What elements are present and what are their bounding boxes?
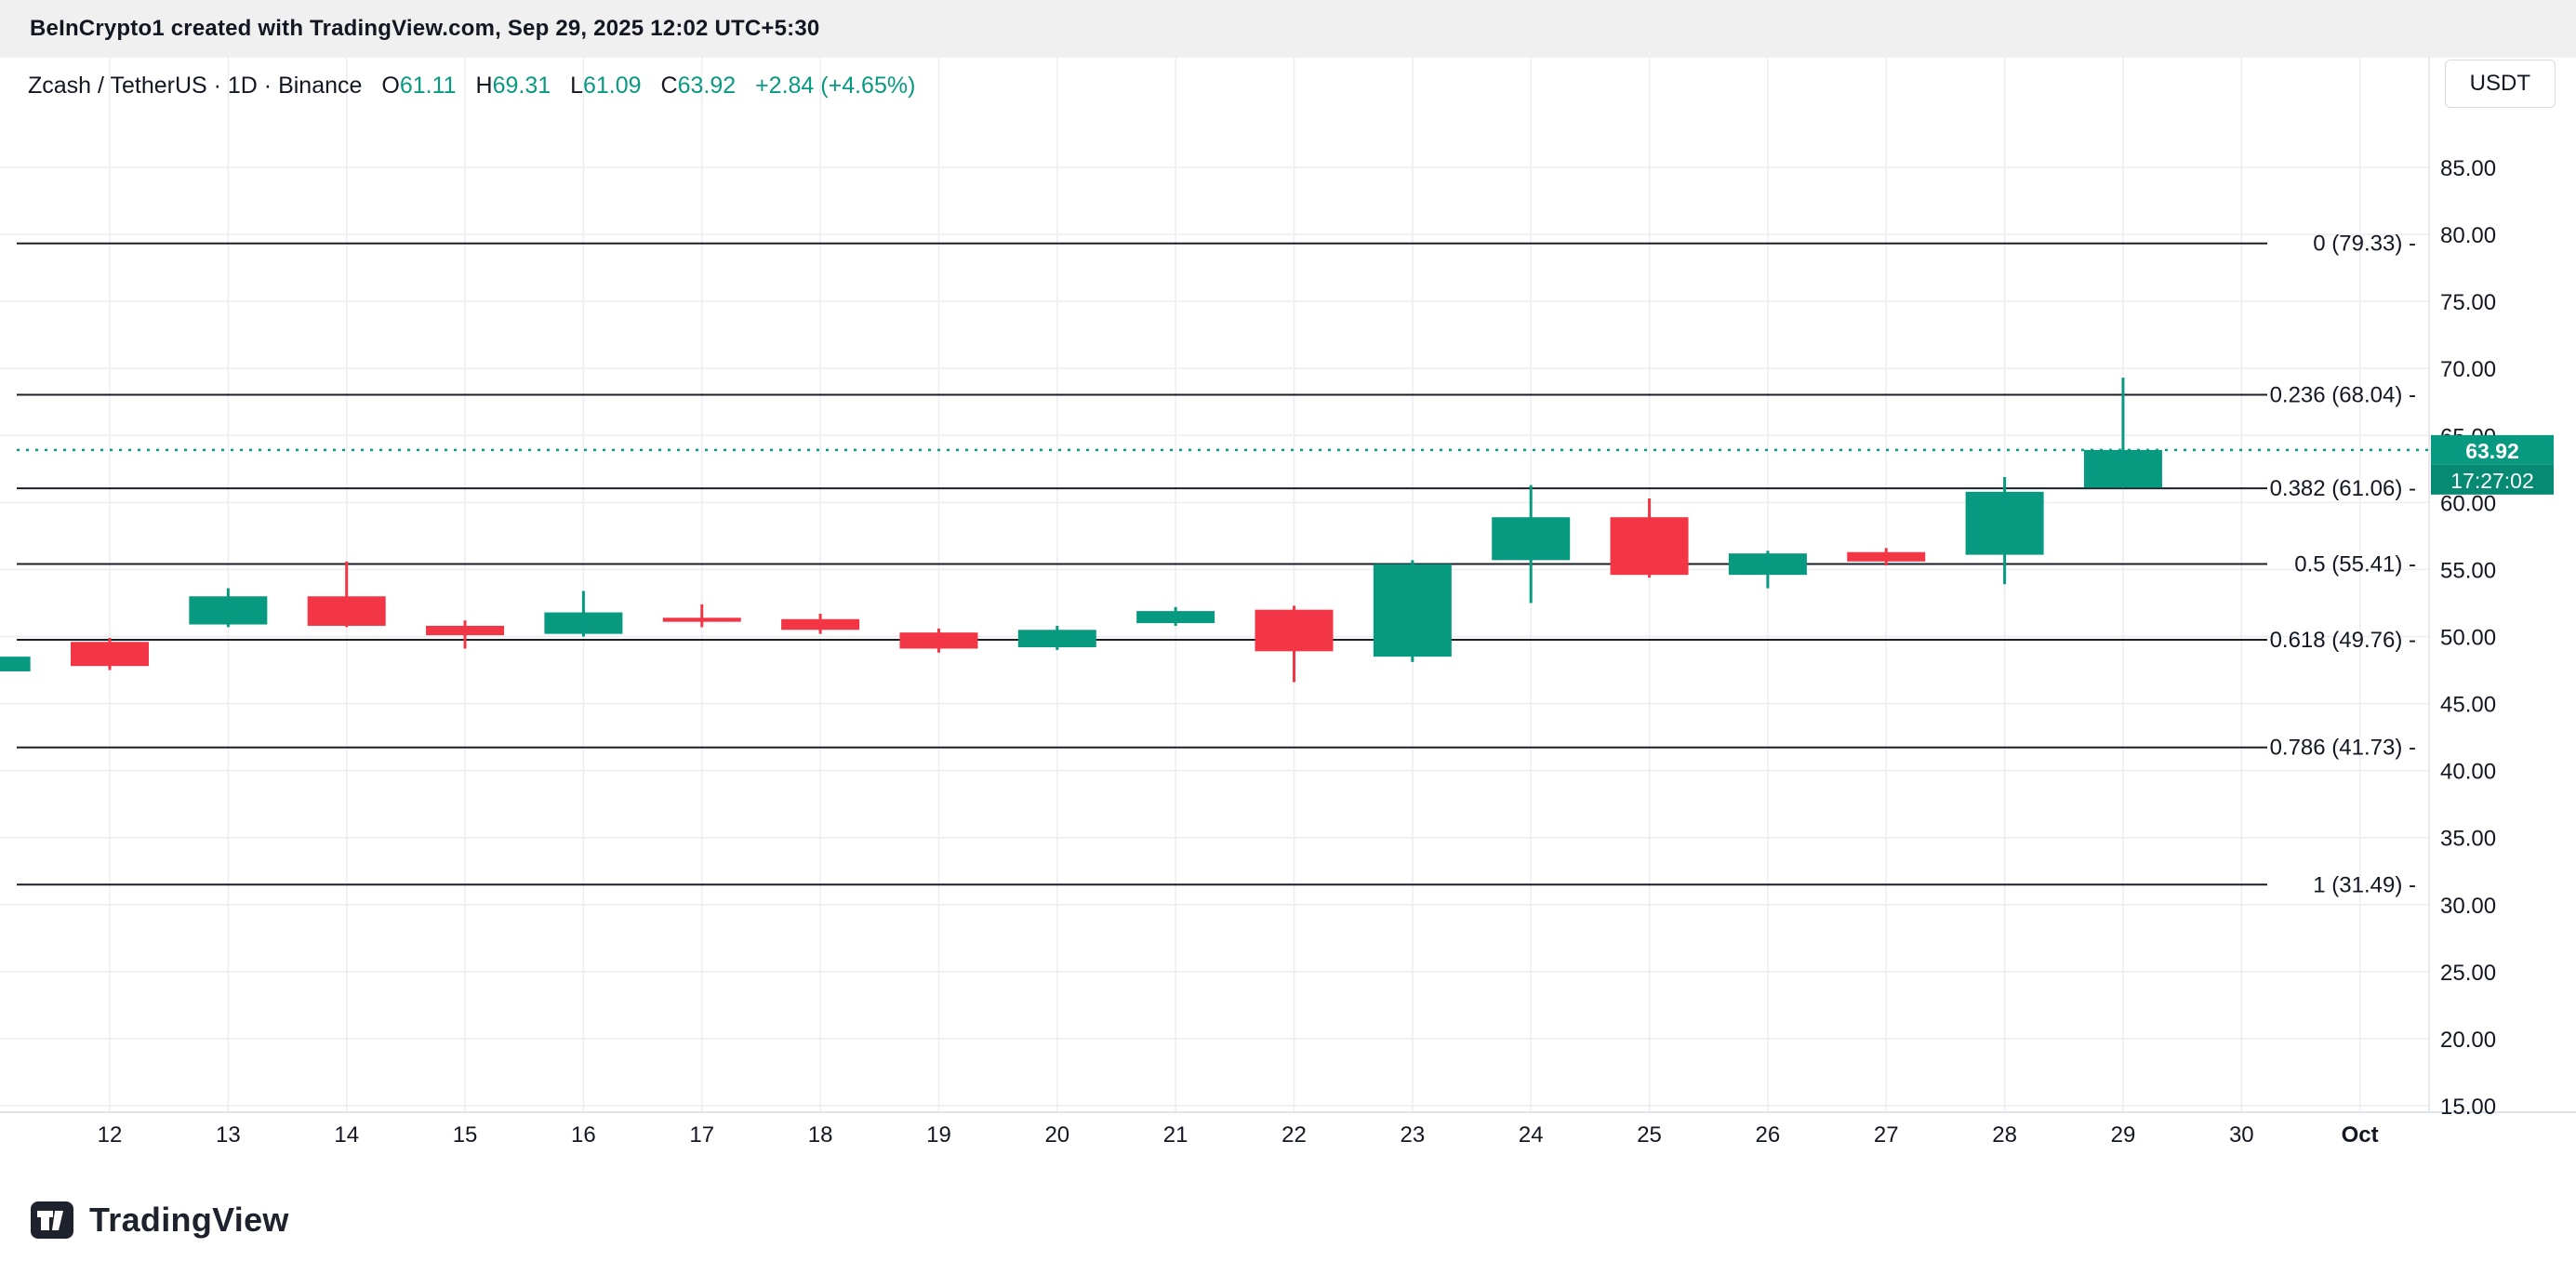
date-tick-label: 25	[1637, 1122, 1662, 1148]
candle[interactable]	[1017, 630, 1096, 648]
candle[interactable]	[1492, 517, 1571, 561]
date-tick-label: 30	[2229, 1122, 2254, 1148]
price-tick-label: 55.00	[2440, 558, 2496, 583]
symbol-title: Zcash / TetherUS · 1D · Binance	[28, 73, 363, 99]
change-value: +2.84 (+4.65%)	[755, 73, 916, 99]
attribution-bar: BeInCrypto1 created with TradingView.com…	[0, 0, 2576, 58]
price-tick-label: 25.00	[2440, 961, 2496, 986]
date-tick-label: 29	[2111, 1122, 2136, 1148]
candle[interactable]	[899, 632, 978, 649]
candle[interactable]	[1255, 609, 1334, 652]
date-tick-label: 21	[1163, 1122, 1188, 1148]
ohlc-low: L61.09	[570, 73, 642, 99]
last-price-label	[2431, 434, 2554, 465]
date-tick-label: 14	[334, 1122, 359, 1148]
countdown-label	[2431, 464, 2554, 495]
price-tick-label: 20.00	[2440, 1028, 2496, 1053]
fib-label: 0.382 (61.06) -	[2270, 476, 2416, 501]
fib-label: 0.786 (41.73) -	[2270, 736, 2416, 761]
price-tick-label: 70.00	[2440, 357, 2496, 382]
price-tick-label: 60.00	[2440, 491, 2496, 516]
candle[interactable]	[0, 657, 31, 671]
tradingview-logo-icon[interactable]	[30, 1198, 74, 1242]
candle[interactable]	[426, 625, 505, 636]
fib-label: 1 (31.49) -	[2313, 872, 2416, 897]
footer: TradingView	[0, 1166, 2576, 1274]
date-tick-label: 24	[1519, 1122, 1544, 1148]
date-tick-label: 22	[1281, 1122, 1307, 1148]
candle[interactable]	[2083, 449, 2162, 488]
candle[interactable]	[1847, 551, 1926, 562]
ohlc-open: O61.11	[381, 73, 457, 99]
price-tick-label: 15.00	[2440, 1095, 2496, 1120]
date-tick-label: 23	[1400, 1122, 1425, 1148]
price-tick-label: 80.00	[2440, 223, 2496, 248]
candle[interactable]	[781, 618, 860, 630]
candle[interactable]	[1728, 553, 1807, 576]
price-tick-label: 45.00	[2440, 693, 2496, 718]
attribution-text: BeInCrypto1 created with TradingView.com…	[30, 16, 820, 41]
tradingview-brand-text[interactable]: TradingView	[89, 1201, 289, 1239]
candle[interactable]	[71, 642, 149, 667]
date-tick-label: 13	[216, 1122, 241, 1148]
chart-region: 0 (79.33) - 0.236 (68.04) - 0.382 (61.06) …	[0, 58, 2576, 1166]
candle[interactable]	[544, 612, 623, 634]
ohlc-close: C63.92	[660, 73, 737, 99]
price-tick-label: 35.00	[2440, 827, 2496, 852]
countdown-text: 17:27:02	[2450, 469, 2534, 493]
date-tick-label: 15	[453, 1122, 478, 1148]
fib-label: 0.5 (55.41) -	[2294, 552, 2416, 577]
candle[interactable]	[1136, 611, 1215, 624]
fib-label: 0 (79.33) -	[2313, 232, 2416, 257]
candle[interactable]	[1965, 491, 2044, 555]
date-tick-label: Oct	[2342, 1122, 2379, 1148]
candle[interactable]	[189, 596, 268, 625]
price-tick-label: 75.00	[2440, 290, 2496, 315]
date-tick-label: 28	[1992, 1122, 2017, 1148]
last-price-text: 63.92	[2465, 439, 2519, 463]
candle[interactable]	[307, 596, 386, 626]
candle[interactable]	[1610, 517, 1689, 576]
candle[interactable]	[1373, 564, 1452, 657]
price-tick-label: 40.00	[2440, 760, 2496, 785]
currency-button[interactable]: USDT	[2444, 60, 2556, 108]
price-tick-label: 50.00	[2440, 626, 2496, 651]
price-chart[interactable]: 0 (79.33) - 0.236 (68.04) - 0.382 (61.06) …	[0, 58, 2576, 1166]
candle[interactable]	[662, 617, 741, 622]
ohlc-high: H69.31	[475, 73, 551, 99]
price-tick-label: 85.00	[2440, 156, 2496, 181]
date-tick-label: 20	[1044, 1122, 1069, 1148]
fib-label: 0.618 (49.76) -	[2270, 628, 2416, 653]
date-tick-label: 16	[571, 1122, 596, 1148]
date-tick-label: 17	[689, 1122, 714, 1148]
price-tick-label: 30.00	[2440, 894, 2496, 919]
chart-legend: Zcash / TetherUS · 1D · Binance O61.11 H…	[28, 73, 915, 100]
date-tick-label: 12	[98, 1122, 123, 1148]
date-tick-label: 27	[1874, 1122, 1899, 1148]
date-tick-label: 18	[808, 1122, 833, 1148]
date-tick-label: 26	[1756, 1122, 1781, 1148]
fib-label: 0.236 (68.04) -	[2270, 382, 2416, 407]
date-tick-label: 19	[926, 1122, 951, 1148]
